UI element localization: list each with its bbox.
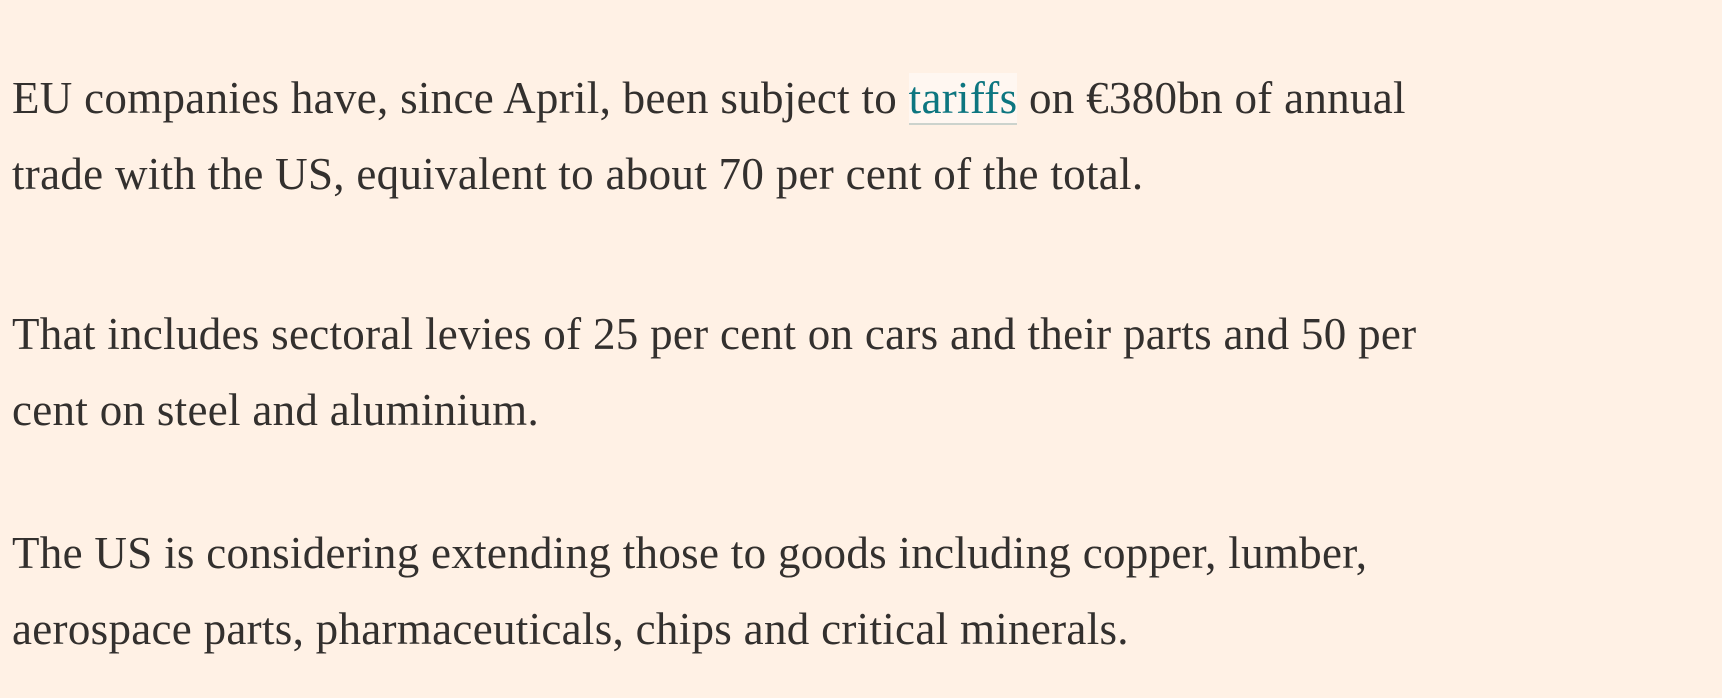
text-line: EU companies have, since April, been sub… bbox=[12, 60, 1710, 136]
text-line: The US is considering extending those to… bbox=[12, 528, 1368, 578]
paragraph-2: That includes sectoral levies of 25 per … bbox=[12, 296, 1710, 448]
article-body: EU companies have, since April, been sub… bbox=[12, 60, 1710, 667]
text-line: cent on steel and aluminium. bbox=[12, 385, 540, 435]
paragraph-1-text-after-link: on €380bn of annual bbox=[1017, 73, 1406, 123]
paragraph-1-text-before-link: EU companies have, since April, been sub… bbox=[12, 73, 909, 123]
text-line: trade with the US, equivalent to about 7… bbox=[12, 149, 1144, 199]
paragraph-3: The US is considering extending those to… bbox=[12, 515, 1710, 667]
paragraph-1: EU companies have, since April, been sub… bbox=[12, 60, 1710, 212]
text-line: That includes sectoral levies of 25 per … bbox=[12, 309, 1417, 359]
tariffs-link[interactable]: tariffs bbox=[908, 73, 1018, 125]
text-line: aerospace parts, pharmaceuticals, chips … bbox=[12, 604, 1129, 654]
